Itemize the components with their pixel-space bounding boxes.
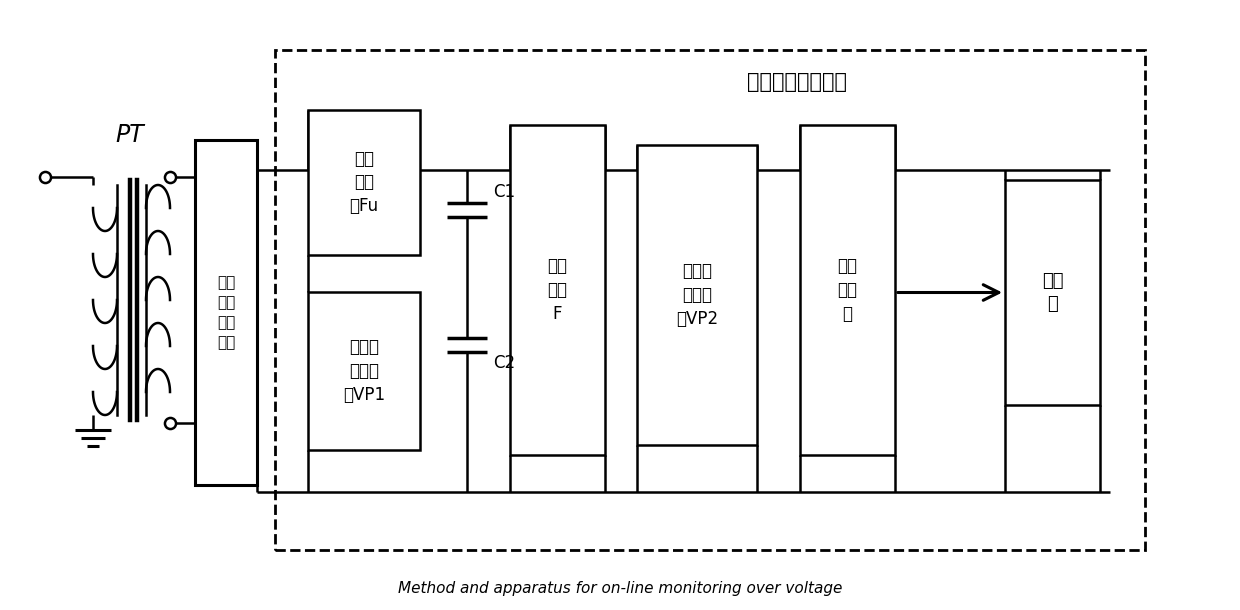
FancyBboxPatch shape <box>800 125 895 455</box>
FancyBboxPatch shape <box>637 145 756 445</box>
Text: C2: C2 <box>494 354 515 372</box>
Text: 信号调理保护电路: 信号调理保护电路 <box>746 72 847 92</box>
Text: 第二过
压保护
器VP2: 第二过 压保护 器VP2 <box>676 262 718 328</box>
Text: 工控
机: 工控 机 <box>1042 271 1063 314</box>
Text: PT: PT <box>115 123 144 147</box>
Text: 信号
传输
匹配
电缆: 信号 传输 匹配 电缆 <box>217 275 236 350</box>
Text: 数据
采样
卡: 数据 采样 卡 <box>837 257 858 323</box>
Text: Method and apparatus for on-line monitoring over voltage: Method and apparatus for on-line monitor… <box>398 581 842 595</box>
Text: 隔离
电路
F: 隔离 电路 F <box>548 257 568 323</box>
FancyBboxPatch shape <box>308 110 420 255</box>
Text: C1: C1 <box>494 183 515 201</box>
FancyBboxPatch shape <box>308 292 420 450</box>
FancyBboxPatch shape <box>195 140 257 485</box>
Text: 第一过
压保护
器VP1: 第一过 压保护 器VP1 <box>343 339 386 404</box>
FancyBboxPatch shape <box>1004 180 1100 405</box>
FancyBboxPatch shape <box>510 125 605 455</box>
Text: 过流
保护
器Fu: 过流 保护 器Fu <box>350 150 378 215</box>
